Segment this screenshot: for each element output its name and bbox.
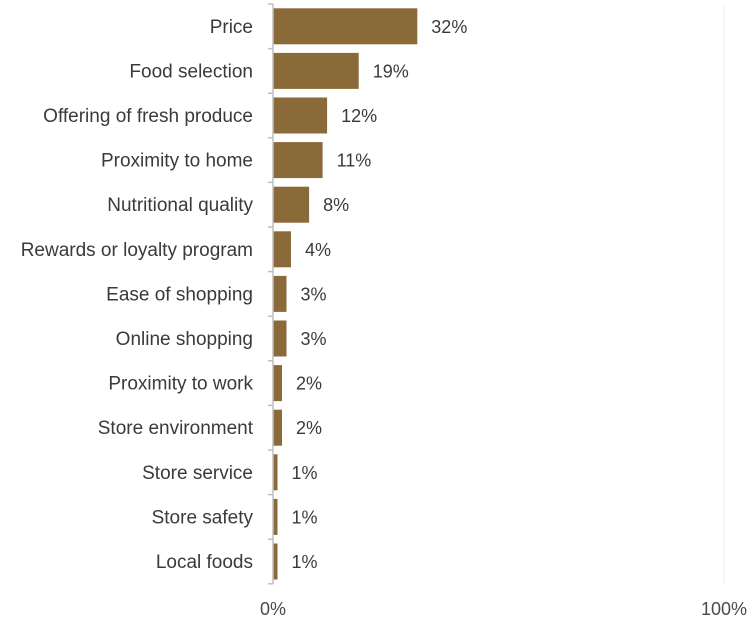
value-label: 19% [373, 61, 409, 81]
bar-proximity-to-work [273, 365, 282, 402]
x-tick-labels-group: 0% 100% [260, 599, 747, 619]
value-label: 2% [296, 418, 322, 438]
category-label: Store service [142, 463, 253, 484]
category-labels-group: Price Food selection Offering of fresh pro… [21, 17, 254, 573]
value-label: 12% [341, 106, 377, 126]
bars-group [273, 8, 418, 580]
bar-store-environment [273, 409, 282, 446]
value-label: 3% [301, 284, 327, 304]
value-label: 32% [431, 17, 467, 37]
category-label: Food selection [129, 61, 253, 82]
value-label: 4% [305, 240, 331, 260]
y-axis [268, 3, 274, 585]
bar-store-safety [273, 498, 278, 535]
x-tick-label: 100% [701, 599, 747, 619]
value-label: 1% [292, 507, 318, 527]
bar-price [273, 8, 418, 45]
category-label: Ease of shopping [106, 284, 253, 305]
value-label: 1% [292, 552, 318, 572]
category-label: Nutritional quality [107, 195, 253, 216]
bar-nutritional-quality [273, 186, 310, 223]
category-label: Local foods [156, 552, 253, 573]
bar-food-selection [273, 52, 359, 89]
category-label: Online shopping [116, 329, 253, 350]
category-label: Offering of fresh produce [43, 106, 253, 127]
category-label: Rewards or loyalty program [21, 240, 253, 261]
value-label: 1% [292, 463, 318, 483]
category-label: Proximity to home [101, 151, 253, 172]
bar-offering-of-fresh-produce [273, 97, 328, 134]
bar-local-foods [273, 543, 278, 580]
value-label: 11% [337, 151, 372, 171]
bar-store-service [273, 454, 278, 491]
bar-proximity-to-home [273, 142, 323, 179]
value-label: 3% [301, 329, 327, 349]
bar-online-shopping [273, 320, 287, 357]
x-tick-label: 0% [260, 599, 286, 619]
value-labels-group: 32% 19% 12% 11% 8% 4% 3% 3% 2% 2% 1% 1% 1% [292, 17, 468, 572]
category-label: Price [210, 17, 253, 38]
category-label: Store safety [152, 507, 254, 528]
value-label: 8% [323, 195, 349, 215]
bar-ease-of-shopping [273, 275, 287, 312]
value-label: 2% [296, 374, 322, 394]
bar-rewards-or-loyalty-program [273, 231, 291, 268]
category-label: Proximity to work [108, 374, 253, 395]
category-label: Store environment [98, 418, 254, 439]
